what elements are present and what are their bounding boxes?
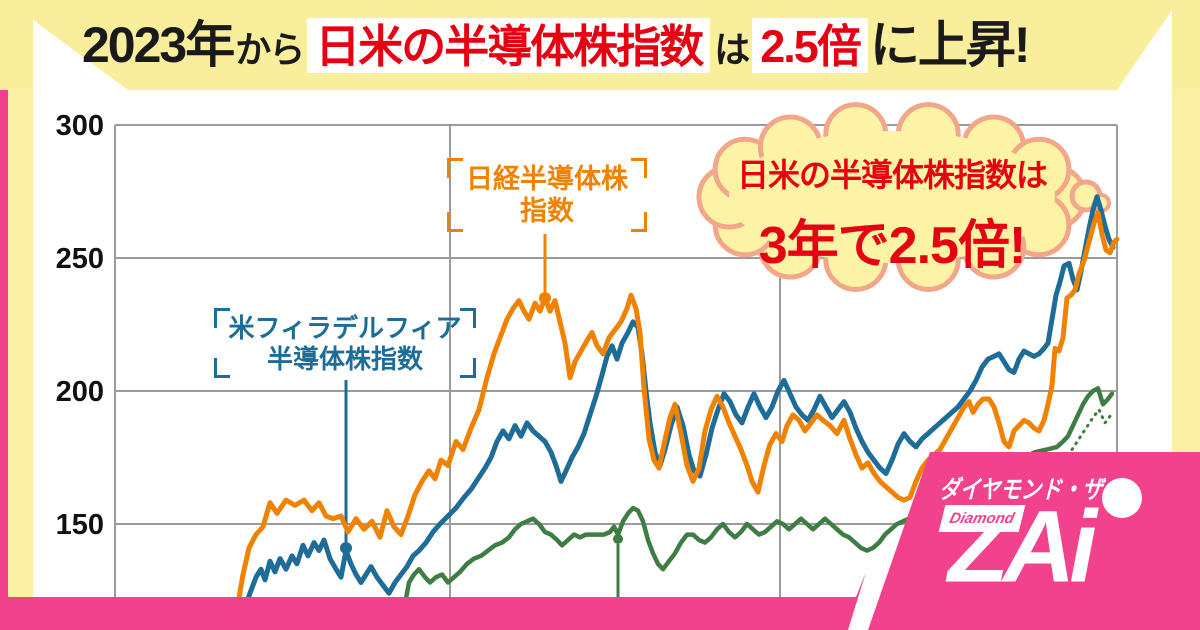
green-pointer-dot xyxy=(613,534,623,544)
zai-i-dot-icon xyxy=(1102,478,1142,518)
series-line xyxy=(245,194,1116,597)
diamond-badge: Diamond xyxy=(938,505,1026,532)
label-line: 日経半導体株 xyxy=(466,164,628,194)
series-line xyxy=(236,210,1120,597)
y-axis-tick-label: 200 xyxy=(56,376,104,408)
bracket-corner-icon xyxy=(631,158,647,178)
y-axis-tick-label: 300 xyxy=(56,110,104,142)
bracket-corner-icon xyxy=(447,158,463,178)
bracket-corner-icon xyxy=(214,358,230,378)
headline-text: 2023年 から 日米の半導体株指数 は 2.5倍 に上昇! xyxy=(82,0,1031,90)
left-pink-sliver xyxy=(0,0,8,597)
label-line: 半導体株指数 xyxy=(266,343,423,374)
label-nikkei-semiconductor-index: 日経半導体株 指数 xyxy=(447,158,647,232)
y-axis-labels: 300 250 200 150 xyxy=(56,110,104,541)
callout-pointer-dots xyxy=(340,292,623,554)
sox-pointer-dot xyxy=(340,542,352,554)
headline-wa: は xyxy=(714,29,750,70)
y-axis-tick-label: 150 xyxy=(56,509,104,541)
headline-year: 2023年 xyxy=(82,17,235,73)
bracket-corner-icon xyxy=(447,212,463,232)
headline-highlight-multiple: 2.5倍 xyxy=(752,17,868,73)
callout-pointer-lines xyxy=(344,234,620,597)
headline-highlight-index: 日米の半導体株指数 xyxy=(307,17,711,73)
bracket-corner-icon xyxy=(460,308,476,328)
label-line: 米フィラデルフィア xyxy=(228,313,462,343)
bubble-text-line2: 3年で2.5倍! xyxy=(758,217,1027,275)
bubble-text-line1: 日米の半導体株指数は xyxy=(736,157,1048,193)
y-axis-tick-label: 250 xyxy=(56,243,104,275)
nikkei-pointer-dot xyxy=(539,292,551,304)
label-line: 指数 xyxy=(520,195,574,226)
cloud-body xyxy=(729,131,1055,263)
headline-tail: に上昇! xyxy=(869,17,1031,73)
label-philadelphia-semiconductor-index: 米フィラデルフィア 半導体株指数 xyxy=(214,308,476,378)
speech-bubble-cloud xyxy=(696,102,1111,292)
bracket-corner-icon xyxy=(460,358,476,378)
headline-kara: から xyxy=(235,29,305,70)
series-dashed-tail xyxy=(1070,406,1113,451)
bracket-corner-icon xyxy=(214,308,230,328)
cloud-pointer-fill xyxy=(1077,187,1095,205)
bracket-corner-icon xyxy=(631,212,647,232)
diamond-badge-text: Diamond xyxy=(947,510,1017,527)
